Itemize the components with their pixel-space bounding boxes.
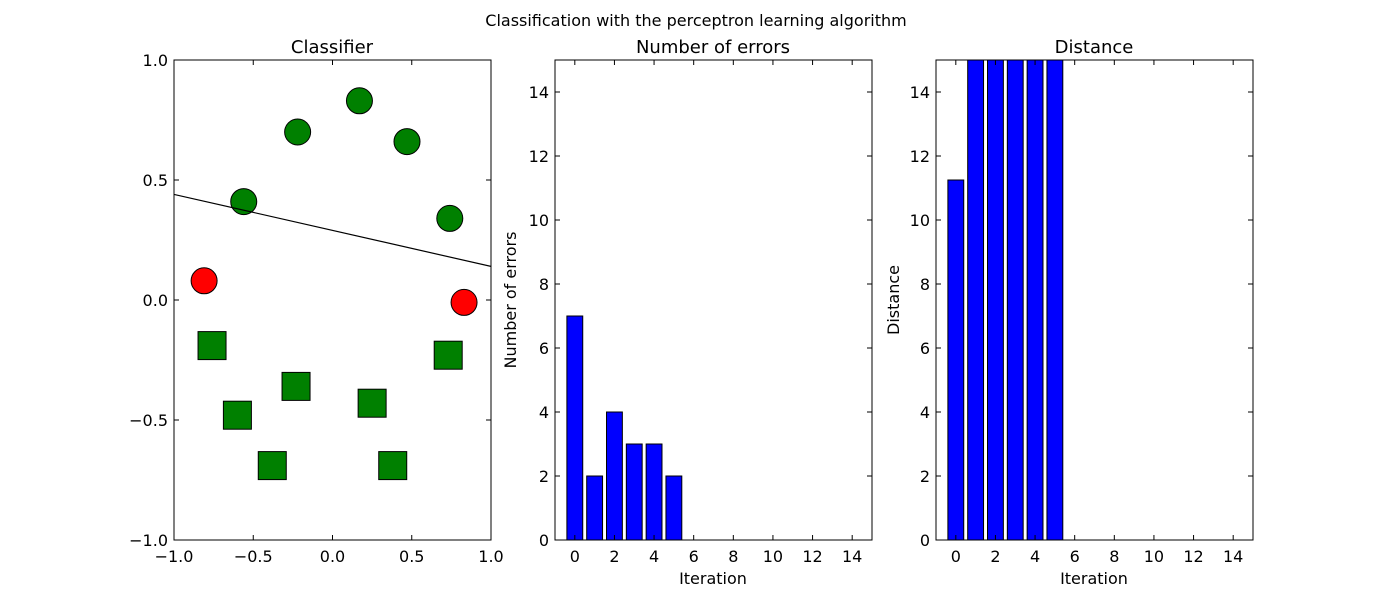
distance-bar (947, 179, 965, 540)
distance-panel: Distance Distance Iteration 0 2 4 6 8 10 12 14 0… (884, 37, 1254, 588)
distance-bar (987, 60, 1004, 540)
distance-xtick-label: 4 (1030, 547, 1040, 566)
distance-xtick-label: 8 (1109, 547, 1119, 566)
distance-bar (1046, 60, 1064, 540)
errors-ytick-label: 6 (539, 339, 549, 358)
distance-xtick-label: 0 (951, 547, 961, 566)
distance-ytick-label: 2 (920, 467, 930, 486)
classifier-xtick-label: 1.0 (478, 547, 503, 566)
distance-axes-frame (935, 59, 1254, 541)
distance-xtick-label: 12 (1183, 547, 1203, 566)
green-square-point (197, 331, 227, 361)
distance-ytick-label: 12 (910, 147, 930, 166)
distance-title: Distance (1055, 37, 1134, 58)
errors-xtick-label: 8 (728, 547, 738, 566)
distance-xtick-label: 10 (1144, 547, 1164, 566)
errors-ytick-label: 10 (529, 211, 549, 230)
classifier-ytick-label: 0.5 (143, 171, 168, 190)
classifier-panel: Classifier −1.0 −0.5 0.0 0.5 1.0 −1.0 −0.5 0.0 0… (129, 37, 504, 566)
classifier-ytick-label: −1.0 (129, 531, 168, 550)
distance-ylabel-wrap: Distance (884, 265, 903, 335)
errors-bar (586, 475, 604, 540)
errors-xtick-label: 2 (609, 547, 619, 566)
red-circle-point (450, 288, 478, 316)
errors-title: Number of errors (636, 37, 790, 58)
errors-bar (645, 443, 663, 540)
green-circle-point (393, 128, 421, 156)
distance-ytick-label: 0 (920, 531, 930, 550)
green-circle-point (284, 118, 312, 146)
distance-bar (967, 60, 985, 540)
distance-ytick-label: 6 (920, 339, 930, 358)
classifier-ytick-label: −0.5 (129, 411, 168, 430)
green-square-point (378, 451, 408, 481)
classifier-title: Classifier (291, 37, 374, 58)
classifier-ytick-label: 1.0 (143, 51, 168, 70)
classifier-ytick-label: 0.0 (143, 291, 168, 310)
classifier-xtick-label: −1.0 (155, 547, 194, 566)
errors-bar (625, 443, 643, 540)
green-circle-point (230, 188, 258, 216)
green-square-point (281, 371, 311, 401)
green-square-point (222, 400, 252, 430)
classifier-xtick-label: 0.0 (320, 547, 345, 566)
errors-ytick-label: 14 (529, 83, 549, 102)
errors-ylabel-wrap: Number of errors (501, 232, 520, 369)
errors-bar (606, 411, 623, 540)
errors-xtick-label: 12 (802, 547, 822, 566)
errors-bar (566, 315, 584, 540)
distance-xtick-label: 14 (1223, 547, 1243, 566)
distance-xtick-label: 2 (990, 547, 1000, 566)
errors-xtick-label: 10 (763, 547, 783, 566)
green-circle-point (345, 87, 373, 115)
errors-ytick-label: 8 (539, 275, 549, 294)
classifier-xtick-label: −0.5 (234, 547, 273, 566)
errors-ytick-label: 2 (539, 467, 549, 486)
distance-xlabel: Iteration (1060, 569, 1128, 588)
distance-ytick-label: 10 (910, 211, 930, 230)
errors-xtick-label: 0 (570, 547, 580, 566)
distance-plot-area (947, 60, 1064, 540)
figure-suptitle: Classification with the perceptron learn… (485, 11, 906, 30)
distance-ytick-label: 8 (920, 275, 930, 294)
errors-xtick-label: 14 (842, 547, 862, 566)
distance-ylabel: Distance (884, 265, 903, 335)
errors-plot-area (566, 315, 683, 540)
errors-ytick-label: 4 (539, 403, 549, 422)
green-square-point (257, 451, 287, 481)
errors-ytick-label: 12 (529, 147, 549, 166)
distance-bar (1026, 60, 1044, 540)
decision-boundary-line (174, 193, 491, 267)
errors-axes-frame (554, 59, 873, 541)
classifier-plot-area (174, 87, 491, 481)
errors-xtick-label: 4 (649, 547, 659, 566)
distance-ytick-label: 14 (910, 83, 930, 102)
red-circle-point (190, 267, 218, 295)
errors-xtick-label: 6 (689, 547, 699, 566)
errors-xlabel: Iteration (679, 569, 747, 588)
errors-panel: Number of errors Number of errors Iterat… (501, 37, 873, 588)
errors-ylabel: Number of errors (501, 232, 520, 369)
green-square-point (433, 340, 463, 370)
distance-xtick-label: 6 (1070, 547, 1080, 566)
errors-bar (665, 475, 683, 540)
classifier-xtick-label: 0.5 (399, 547, 424, 566)
distance-ytick-label: 4 (920, 403, 930, 422)
errors-ytick-label: 0 (539, 531, 549, 550)
green-circle-point (436, 204, 464, 232)
green-square-point (357, 388, 387, 418)
distance-bar (1006, 60, 1024, 540)
